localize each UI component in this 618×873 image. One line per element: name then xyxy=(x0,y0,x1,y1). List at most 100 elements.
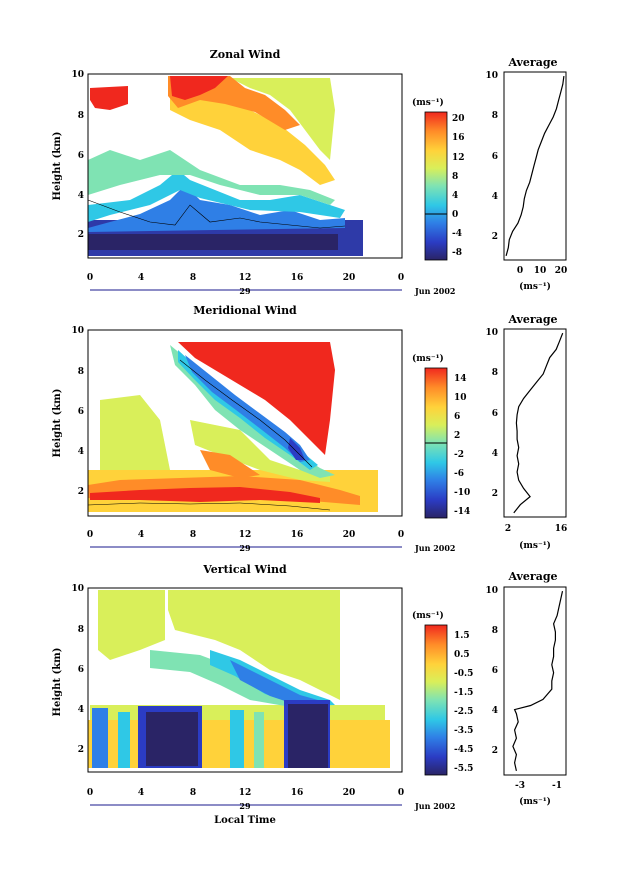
x-tick-label: 12 xyxy=(239,788,252,798)
y-tick-label: 8 xyxy=(78,625,84,635)
x-tick-label: 0 xyxy=(398,530,404,540)
x-tick-label: 20 xyxy=(343,788,356,798)
avg-x-axis-label: (ms⁻¹) xyxy=(519,281,551,292)
x-tick-label: 12 xyxy=(239,273,252,283)
avg-y-tick-label: 4 xyxy=(492,449,498,459)
panel-title: Meridional Wind xyxy=(193,304,297,317)
x-tick-label: 0 xyxy=(87,788,93,798)
colorbar-tick: -2 xyxy=(454,450,464,460)
panel-vertical: Vertical Wind 10 8 6 4 2 xyxy=(52,563,567,826)
y-tick-label: 6 xyxy=(78,407,84,417)
colorbar: (ms⁻¹) 1.5 0.5 -0.5 -1.5 -2.5 -3.5 -4.5 … xyxy=(412,610,473,776)
average-frame xyxy=(503,586,567,776)
x-tick-label: 16 xyxy=(291,788,304,798)
average-profile: Average 10 8 6 4 2 0 10 20 (ms⁻¹) xyxy=(485,56,567,292)
y-tick-label: 10 xyxy=(71,70,84,80)
colorbar-unit: (ms⁻¹) xyxy=(412,353,444,364)
avg-x-tick-label: 0 xyxy=(517,266,523,276)
colorbar-tick: -0.5 xyxy=(454,669,473,679)
y-tick-label: 2 xyxy=(78,230,84,240)
average-frame xyxy=(503,328,567,518)
x-tick-label: 0 xyxy=(398,273,404,283)
colorbar-unit: (ms⁻¹) xyxy=(412,610,444,621)
avg-y-tick-label: 10 xyxy=(485,586,498,596)
x-tick-label: 4 xyxy=(138,788,144,798)
avg-y-tick-label: 2 xyxy=(492,746,498,756)
plot-frame xyxy=(87,587,403,773)
y-axis: 10 8 6 4 2 Height (km) xyxy=(52,70,84,240)
colorbar-tick: -8 xyxy=(452,248,462,258)
colorbar-tick: -3.5 xyxy=(454,726,473,736)
average-frame xyxy=(503,71,567,261)
colorbar-tick: -14 xyxy=(454,507,470,517)
colorbar-tick: 16 xyxy=(452,133,465,143)
y-axis-label: Height (km) xyxy=(52,132,63,201)
avg-y-tick-label: 10 xyxy=(485,328,498,338)
y-tick-label: 8 xyxy=(78,367,84,377)
y-tick-label: 4 xyxy=(78,447,84,457)
colorbar-tick: 6 xyxy=(454,412,460,422)
colorbar-tick: 0 xyxy=(452,210,458,220)
average-profile: Average 10 8 6 4 2 -3 -1 (ms⁻¹) xyxy=(485,570,567,807)
colorbar-tick: 8 xyxy=(452,172,458,182)
colorbar-tick: -5.5 xyxy=(454,764,473,774)
x-axis-label: Local Time xyxy=(214,815,276,826)
average-profile-line xyxy=(513,332,564,514)
y-tick-label: 6 xyxy=(78,665,84,675)
average-title: Average xyxy=(507,56,557,69)
average-title: Average xyxy=(507,313,557,326)
colorbar-tick: -6 xyxy=(454,469,464,479)
avg-y-tick-label: 6 xyxy=(492,152,498,162)
colorbar: (ms⁻¹) 20 16 12 8 4 0 -4 -8 xyxy=(412,97,465,261)
avg-x-axis-label: (ms⁻¹) xyxy=(519,540,551,551)
colorbar-tick: 14 xyxy=(454,374,467,384)
y-axis-label: Height (km) xyxy=(52,389,63,458)
x-tick-label: 20 xyxy=(343,273,356,283)
avg-y-tick-label: 2 xyxy=(492,232,498,242)
avg-x-tick-label: -1 xyxy=(552,781,562,791)
colorbar-tick: 2 xyxy=(454,431,460,441)
heatmap-field xyxy=(88,588,402,772)
colorbar-tick: -1.5 xyxy=(454,688,473,698)
day-label: 29 xyxy=(239,286,251,296)
avg-x-tick-label: 2 xyxy=(505,524,511,534)
colorbar-tick: -10 xyxy=(454,488,470,498)
x-tick-label: 12 xyxy=(239,530,252,540)
avg-y-tick-label: 6 xyxy=(492,409,498,419)
avg-y-tick-label: 4 xyxy=(492,192,498,202)
colorbar-tick: 12 xyxy=(452,153,465,163)
heatmap-field xyxy=(87,330,402,516)
x-tick-label: 4 xyxy=(138,530,144,540)
colorbar-tick: -4.5 xyxy=(454,745,473,755)
x-tick-label: 16 xyxy=(291,530,304,540)
x-tick-label: 8 xyxy=(190,530,196,540)
average-profile-line xyxy=(505,76,565,257)
average-title: Average xyxy=(507,570,557,583)
average-profile: Average 10 8 6 4 2 2 16 (ms⁻¹) xyxy=(485,313,567,551)
x-tick-label: 20 xyxy=(343,530,356,540)
x-tick-label: 0 xyxy=(398,788,404,798)
x-axis: 0 4 8 12 16 20 0 29 Jun 2002 Local Time xyxy=(87,788,456,826)
y-tick-label: 2 xyxy=(78,745,84,755)
avg-y-tick-label: 4 xyxy=(492,706,498,716)
x-tick-label: 16 xyxy=(291,273,304,283)
x-tick-label: 0 xyxy=(87,530,93,540)
colorbar-tick: 10 xyxy=(454,393,467,403)
x-tick-label: 8 xyxy=(190,273,196,283)
y-tick-label: 10 xyxy=(71,326,84,336)
avg-y-tick-label: 8 xyxy=(492,111,498,121)
colorbar-tick: -2.5 xyxy=(454,707,473,717)
y-tick-label: 2 xyxy=(78,487,84,497)
colorbar-tick: 0.5 xyxy=(454,650,470,660)
date-label: Jun 2002 xyxy=(414,286,455,296)
panel-meridional: Meridional Wind 10 8 6 4 2 Height xyxy=(52,304,567,553)
y-tick-label: 4 xyxy=(78,705,84,715)
colorbar-tick: 20 xyxy=(452,114,465,124)
x-tick-label: 0 xyxy=(87,273,93,283)
y-axis-label: Height (km) xyxy=(52,648,63,717)
y-tick-label: 4 xyxy=(78,191,84,201)
avg-x-tick-label: 10 xyxy=(534,266,547,276)
avg-y-tick-label: 6 xyxy=(492,666,498,676)
y-tick-label: 10 xyxy=(71,584,84,594)
